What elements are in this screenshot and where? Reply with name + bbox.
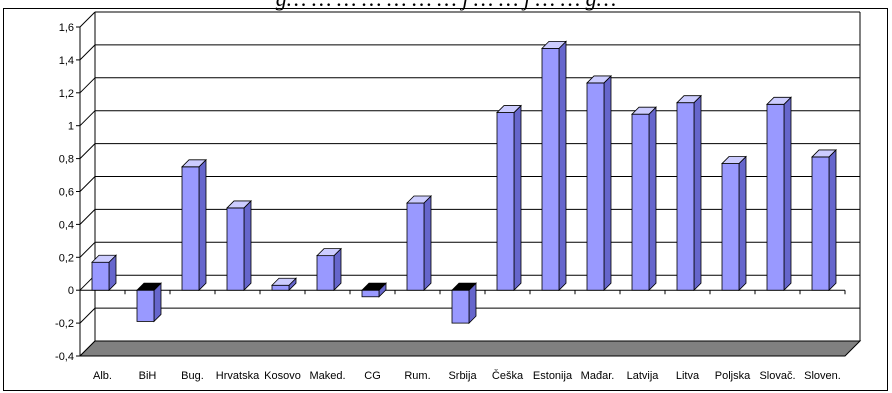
bar-side xyxy=(558,40,567,292)
gridline-depth xyxy=(79,143,96,159)
bar-side xyxy=(603,74,612,292)
bar-top xyxy=(451,282,477,291)
gridline-depth xyxy=(79,209,96,225)
x-tick-label: Češka xyxy=(492,369,524,382)
bar-top xyxy=(91,254,117,263)
x-tick-label: Hrvatska xyxy=(216,370,260,382)
bar-top xyxy=(271,277,297,286)
gridline-depth xyxy=(79,77,96,94)
x-tick-label: Kosovo xyxy=(264,370,301,382)
x-tick-label: Sloven. xyxy=(804,370,841,382)
bar-top xyxy=(226,200,252,209)
bar-top xyxy=(586,75,612,84)
bar-top xyxy=(721,156,747,164)
y-tick-label: 0,8 xyxy=(59,154,74,166)
bar-side xyxy=(648,106,657,292)
bar-side xyxy=(693,94,702,292)
bar-top xyxy=(631,106,657,115)
bar-top xyxy=(811,149,837,158)
bar-top xyxy=(136,282,162,291)
bar-top xyxy=(361,282,387,291)
bar xyxy=(631,113,650,291)
bar-side xyxy=(198,158,207,292)
x-tick-label: Rum. xyxy=(404,370,430,382)
bar-side xyxy=(828,148,837,292)
x-tick-label: Mađar. xyxy=(581,370,615,382)
bar xyxy=(406,202,425,291)
bar xyxy=(766,103,785,291)
bar xyxy=(451,289,470,324)
bar xyxy=(676,102,695,291)
y-tick-label: 0,2 xyxy=(59,252,74,264)
bar-top xyxy=(406,195,432,204)
x-tick-label: Alb. xyxy=(93,370,112,382)
y-tick-label: 0,4 xyxy=(59,219,74,231)
x-tick-label: Poljska xyxy=(715,370,751,382)
y-tick-label: 1 xyxy=(68,121,74,133)
bar-side xyxy=(783,96,792,292)
gridline-depth xyxy=(79,110,96,127)
x-tick-label: Maked. xyxy=(309,370,345,382)
x-tick-label: BiH xyxy=(139,370,157,382)
x-tick-label: CG xyxy=(364,370,381,382)
bar xyxy=(811,156,830,291)
y-tick-label: 0,6 xyxy=(59,187,74,199)
x-tick-label: Srbija xyxy=(448,370,477,382)
bar xyxy=(226,207,245,291)
bar-top xyxy=(496,105,522,113)
bar-side xyxy=(513,104,522,292)
bar xyxy=(136,289,155,322)
y-tick-label: 1,4 xyxy=(59,55,74,67)
bar xyxy=(316,255,335,291)
bar-side xyxy=(423,195,432,292)
y-tick-label: -0,4 xyxy=(55,351,74,363)
chart-floor xyxy=(78,340,862,357)
bar-top xyxy=(766,96,792,105)
bar xyxy=(586,82,605,291)
y-tick-label: 0 xyxy=(68,285,74,297)
x-tick-label: Litva xyxy=(676,370,700,382)
bar xyxy=(496,112,515,291)
bar-top xyxy=(541,40,567,49)
y-tick-label: -0,2 xyxy=(55,318,74,330)
gridline-depth xyxy=(79,307,96,324)
bar xyxy=(541,47,560,291)
bar-side xyxy=(738,155,747,292)
y-tick-label: 1,6 xyxy=(59,22,74,34)
bar xyxy=(721,163,740,291)
gridline-depth xyxy=(79,241,96,258)
x-tick-label: Slovač. xyxy=(759,370,795,382)
chart-frame xyxy=(3,8,888,391)
bar-top xyxy=(676,95,702,104)
bar-side xyxy=(243,199,252,292)
x-tick-label: Latvija xyxy=(627,370,660,382)
bar-top xyxy=(316,248,342,257)
bar xyxy=(181,166,200,291)
bar xyxy=(271,284,290,291)
gridline-depth xyxy=(79,176,96,192)
gridline-depth xyxy=(79,44,96,61)
gridline-depth xyxy=(79,11,96,28)
top-caption: g… … … … … … … j … … j … … g… xyxy=(0,0,892,12)
bar xyxy=(361,289,380,298)
y-tick-label: 1,2 xyxy=(59,88,74,100)
bar-top xyxy=(181,159,207,168)
x-tick-label: Estonija xyxy=(533,370,573,382)
x-tick-label: Bug. xyxy=(181,370,204,382)
bar xyxy=(91,261,110,291)
